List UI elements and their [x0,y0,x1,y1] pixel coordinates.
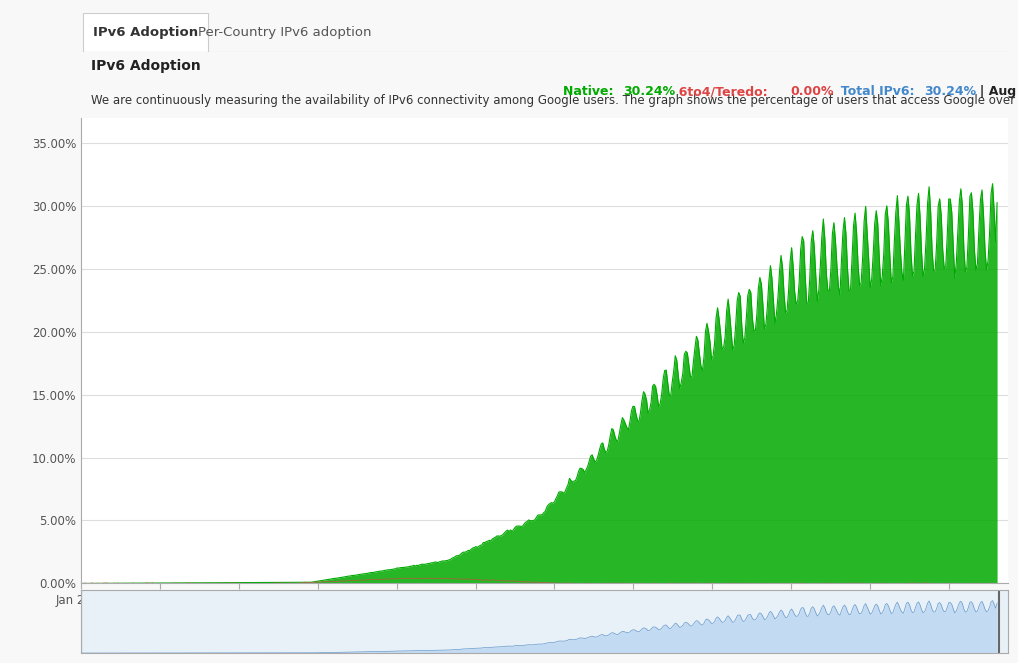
FancyBboxPatch shape [83,13,209,52]
Text: Native:: Native: [563,86,618,99]
Text: IPv6 Adoption: IPv6 Adoption [93,26,197,39]
Text: Total IPv6:: Total IPv6: [832,86,918,99]
Text: We are continuously measuring the availability of IPv6 connectivity among Google: We are continuously measuring the availa… [91,94,1018,107]
Text: 0.00%: 0.00% [790,86,834,99]
Text: | Aug 17, 2020: | Aug 17, 2020 [971,86,1018,99]
Text: IPv6 Adoption: IPv6 Adoption [91,59,201,73]
Text: Per-Country IPv6 adoption: Per-Country IPv6 adoption [199,26,372,39]
Text: 30.24%: 30.24% [924,86,976,99]
Text: 30.24%: 30.24% [623,86,676,99]
Text: 6to4/Teredo:: 6to4/Teredo: [670,86,772,99]
